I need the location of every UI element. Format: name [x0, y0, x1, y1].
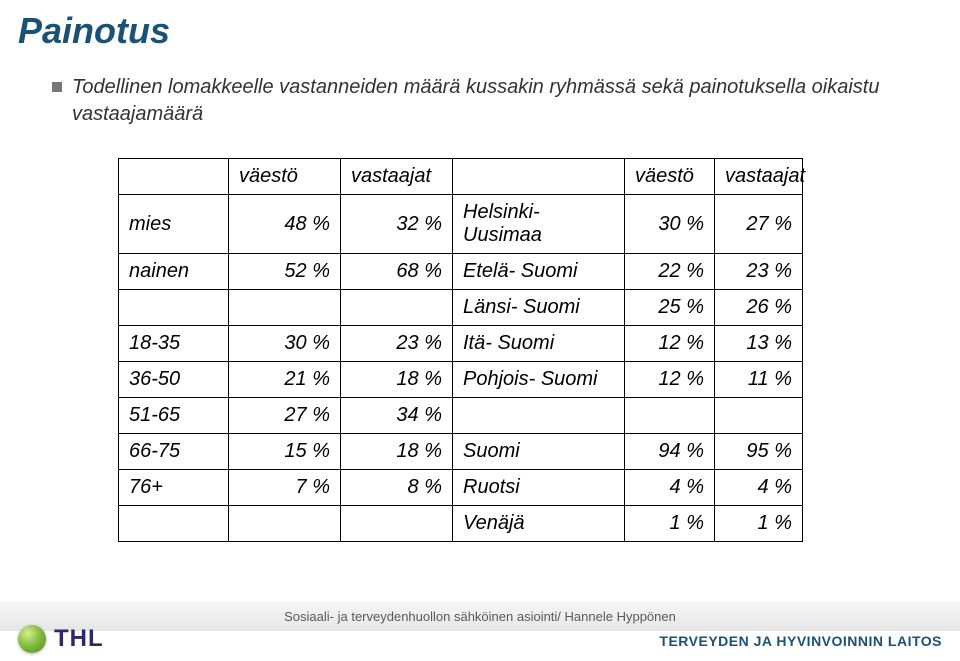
table-row: mies 48 % 32 % Helsinki- Uusimaa 30 % 27…	[119, 195, 803, 254]
cell: 22 %	[625, 254, 715, 290]
row-label: Etelä- Suomi	[453, 254, 625, 290]
row-label: Helsinki- Uusimaa	[453, 195, 625, 254]
cell-blank	[119, 506, 229, 542]
cell: 15 %	[229, 434, 341, 470]
cell: 26 %	[715, 290, 803, 326]
row-label: 51-65	[119, 398, 229, 434]
bullet-text: Todellinen lomakkeelle vastanneiden määr…	[72, 74, 892, 128]
cell: 27 %	[715, 195, 803, 254]
cell: 30 %	[625, 195, 715, 254]
bullet-square-icon	[52, 82, 62, 92]
data-table: väestö vastaajat väestö vastaajat mies 4…	[118, 158, 802, 542]
cell: 21 %	[229, 362, 341, 398]
footer-bar: Sosiaali- ja terveydenhuollon sähköinen …	[0, 601, 960, 631]
row-label: 18-35	[119, 326, 229, 362]
cell: 30 %	[229, 326, 341, 362]
cell: 4 %	[715, 470, 803, 506]
table-row: 36-50 21 % 18 % Pohjois- Suomi 12 % 11 %	[119, 362, 803, 398]
row-label: 76+	[119, 470, 229, 506]
cell-blank	[625, 398, 715, 434]
row-label: Itä- Suomi	[453, 326, 625, 362]
cell: 18 %	[341, 362, 453, 398]
table-row: 18-35 30 % 23 % Itä- Suomi 12 % 13 %	[119, 326, 803, 362]
cell: 25 %	[625, 290, 715, 326]
table-row: Länsi- Suomi 25 % 26 %	[119, 290, 803, 326]
cell-blank	[453, 159, 625, 195]
header-vastaajat-2: vastaajat	[715, 159, 803, 195]
table-row: 76+ 7 % 8 % Ruotsi 4 % 4 %	[119, 470, 803, 506]
cell: 18 %	[341, 434, 453, 470]
cell: 12 %	[625, 362, 715, 398]
row-label: Pohjois- Suomi	[453, 362, 625, 398]
row-label: nainen	[119, 254, 229, 290]
row-label: Länsi- Suomi	[453, 290, 625, 326]
cell: 34 %	[341, 398, 453, 434]
footer: Sosiaali- ja terveydenhuollon sähköinen …	[0, 587, 960, 661]
row-label: Ruotsi	[453, 470, 625, 506]
cell: 12 %	[625, 326, 715, 362]
cell: 1 %	[715, 506, 803, 542]
header-vaesto-1: väestö	[229, 159, 341, 195]
bullet-row: Todellinen lomakkeelle vastanneiden määr…	[52, 74, 892, 128]
cell-blank	[453, 398, 625, 434]
row-label: Suomi	[453, 434, 625, 470]
row-label: 66-75	[119, 434, 229, 470]
cell: 95 %	[715, 434, 803, 470]
cell: 8 %	[341, 470, 453, 506]
page-title: Painotus	[18, 10, 170, 52]
cell: 4 %	[625, 470, 715, 506]
table-row: Venäjä 1 % 1 %	[119, 506, 803, 542]
header-vastaajat-1: vastaajat	[341, 159, 453, 195]
cell-blank	[715, 398, 803, 434]
cell-blank	[229, 506, 341, 542]
table-row: nainen 52 % 68 % Etelä- Suomi 22 % 23 %	[119, 254, 803, 290]
cell: 52 %	[229, 254, 341, 290]
cell-blank	[119, 290, 229, 326]
thl-logo-text: THL	[54, 625, 104, 653]
cell: 48 %	[229, 195, 341, 254]
cell: 68 %	[341, 254, 453, 290]
table-row: 66-75 15 % 18 % Suomi 94 % 95 %	[119, 434, 803, 470]
cell: 32 %	[341, 195, 453, 254]
cell: 11 %	[715, 362, 803, 398]
globe-icon	[18, 625, 46, 653]
row-label: mies	[119, 195, 229, 254]
table-row: 51-65 27 % 34 %	[119, 398, 803, 434]
cell-blank	[341, 290, 453, 326]
table-header-row: väestö vastaajat väestö vastaajat	[119, 159, 803, 195]
cell-blank	[341, 506, 453, 542]
slide: Painotus Todellinen lomakkeelle vastanne…	[0, 0, 960, 661]
cell: 27 %	[229, 398, 341, 434]
row-label: Venäjä	[453, 506, 625, 542]
cell: 23 %	[715, 254, 803, 290]
row-label: 36-50	[119, 362, 229, 398]
cell: 1 %	[625, 506, 715, 542]
thl-logo: THL	[18, 625, 104, 653]
cell: 94 %	[625, 434, 715, 470]
cell-blank	[119, 159, 229, 195]
cell: 7 %	[229, 470, 341, 506]
table: väestö vastaajat väestö vastaajat mies 4…	[118, 158, 803, 542]
cell-blank	[229, 290, 341, 326]
cell: 23 %	[341, 326, 453, 362]
footer-text: Sosiaali- ja terveydenhuollon sähköinen …	[284, 609, 676, 624]
header-vaesto-2: väestö	[625, 159, 715, 195]
institute-name: TERVEYDEN JA HYVINVOINNIN LAITOS	[659, 633, 942, 649]
cell: 13 %	[715, 326, 803, 362]
